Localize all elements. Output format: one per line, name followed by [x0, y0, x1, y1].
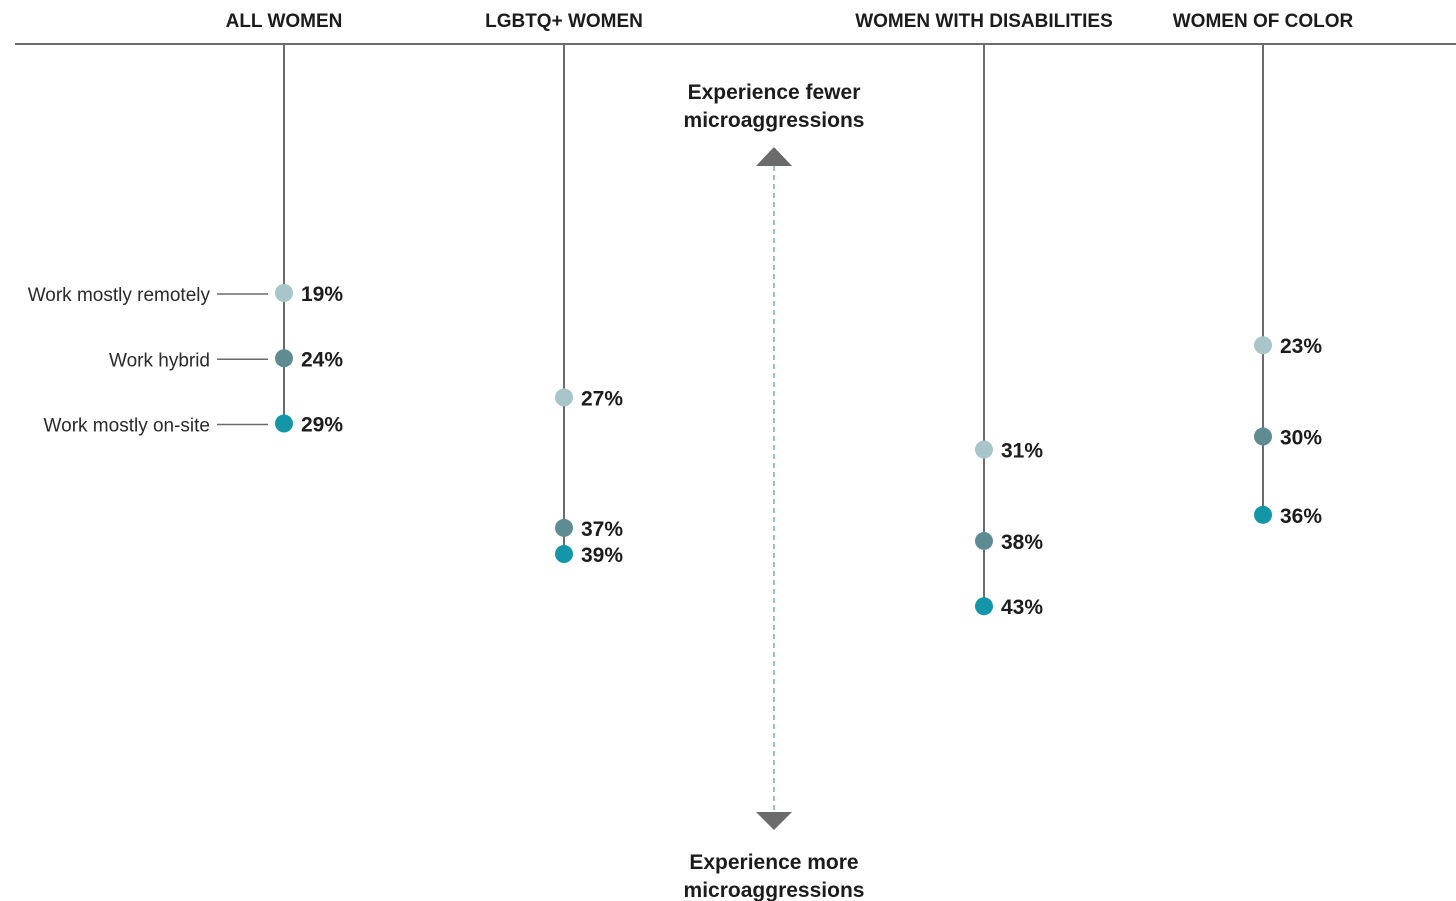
- annotation-fewer-line2: microaggressions: [684, 109, 865, 132]
- annotation-fewer-line1: Experience fewer: [688, 81, 861, 104]
- column-header-lgbtq-women: LGBTQ+ WOMEN: [485, 11, 643, 32]
- legend-label-work-mostly-remotely: Work mostly remotely: [28, 285, 211, 306]
- column-header-women-of-color: WOMEN OF COLOR: [1173, 11, 1354, 32]
- direction-arrow: Experience fewer microaggressions Experi…: [684, 81, 865, 901]
- value-label-women-with-disabilities-work-mostly-remotely: 31%: [1001, 440, 1043, 463]
- annotation-more-line2: microaggressions: [684, 879, 865, 901]
- column-header-all-women: ALL WOMEN: [226, 11, 343, 32]
- legend-label-work-mostly-on-site: Work mostly on-site: [44, 416, 210, 437]
- point-all-women-work-mostly-remotely: [275, 284, 293, 302]
- value-label-lgbtq-women-work-mostly-remotely: 27%: [581, 387, 623, 410]
- value-label-all-women-work-hybrid: 24%: [301, 348, 343, 371]
- point-women-with-disabilities-work-hybrid: [975, 531, 993, 550]
- annotation-more-line1: Experience more: [689, 851, 858, 874]
- value-label-women-with-disabilities-work-mostly-on-site: 43%: [1001, 596, 1043, 619]
- value-label-lgbtq-women-work-hybrid: 37%: [581, 518, 623, 541]
- value-label-women-of-color-work-hybrid: 30%: [1280, 427, 1322, 450]
- legend-label-work-hybrid: Work hybrid: [109, 350, 210, 371]
- point-lgbtq-women-work-mostly-on-site: [555, 545, 573, 563]
- point-women-of-color-work-hybrid: [1254, 427, 1272, 446]
- arrow-up-icon: [756, 147, 792, 166]
- value-label-women-with-disabilities-work-hybrid: 38%: [1001, 531, 1043, 554]
- point-women-of-color-work-mostly-remotely: [1254, 336, 1272, 355]
- point-all-women-work-hybrid: [275, 349, 293, 368]
- value-label-women-of-color-work-mostly-on-site: 36%: [1280, 505, 1322, 528]
- point-lgbtq-women-work-hybrid: [555, 518, 573, 537]
- point-lgbtq-women-work-mostly-remotely: [555, 388, 573, 407]
- value-label-lgbtq-women-work-mostly-on-site: 39%: [581, 544, 623, 567]
- column-headers: ALL WOMEN LGBTQ+ WOMEN WOMEN WITH DISABILI…: [226, 11, 1354, 32]
- point-women-with-disabilities-work-mostly-remotely: [975, 440, 993, 459]
- point-women-of-color-work-mostly-on-site: [1254, 505, 1272, 524]
- point-women-with-disabilities-work-mostly-on-site: [975, 597, 993, 616]
- value-label-all-women-work-mostly-on-site: 29%: [301, 414, 343, 437]
- value-label-women-of-color-work-mostly-remotely: 23%: [1280, 335, 1322, 358]
- column-header-women-with-disabilities: WOMEN WITH DISABILITIES: [855, 11, 1113, 32]
- point-all-women-work-mostly-on-site: [275, 414, 293, 433]
- value-label-all-women-work-mostly-remotely: 19%: [301, 283, 343, 306]
- data-points: 19% 27% 31% 23% 24% 37% 38% 30% 29% 39% 43% 36%: [275, 283, 1322, 619]
- arrow-down-icon: [756, 812, 792, 830]
- legend: Work mostly remotely Work hybrid Work most…: [28, 285, 268, 437]
